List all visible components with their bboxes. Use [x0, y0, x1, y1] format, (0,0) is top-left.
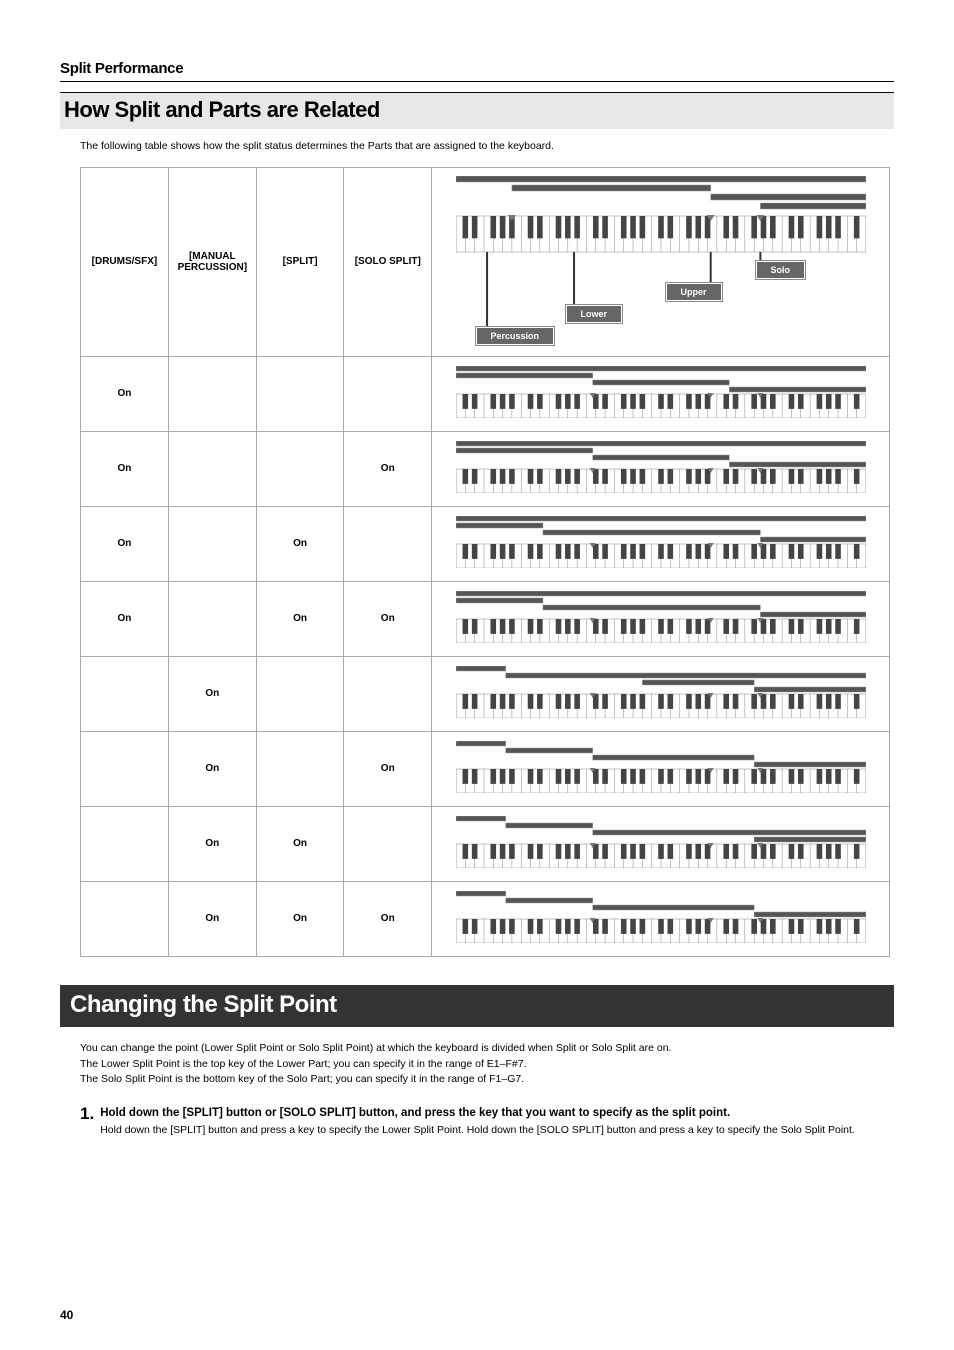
table-row: On On	[81, 506, 890, 581]
body-line-1: You can change the point (Lower Split Po…	[80, 1042, 671, 1054]
table-cell: On	[168, 881, 256, 956]
keyboard-diagram-cell	[432, 731, 890, 806]
heading-changing-split-point: Changing the Split Point	[60, 985, 894, 1027]
header-diagram-cell: Solo Upper Lower Percussion	[432, 167, 890, 356]
table-row: OnOnOn	[81, 881, 890, 956]
table-cell: On	[344, 431, 432, 506]
table-cell	[344, 656, 432, 731]
table-cell: On	[344, 881, 432, 956]
table-cell	[256, 656, 344, 731]
split-table: [DRUMS/SFX] [MANUAL PERCUSSION] [SPLIT] …	[80, 167, 890, 957]
header-split: [SPLIT]	[256, 167, 344, 356]
table-row: OnOnOn	[81, 581, 890, 656]
keyboard-diagram-cell	[432, 356, 890, 431]
table-cell	[256, 431, 344, 506]
table-row: On	[81, 656, 890, 731]
table-cell	[168, 506, 256, 581]
table-cell: On	[168, 806, 256, 881]
table-cell: On	[168, 731, 256, 806]
section-title: Split Performance	[60, 60, 894, 82]
keyboard-diagram-cell	[432, 581, 890, 656]
table-cell: On	[256, 581, 344, 656]
table-cell: On	[344, 581, 432, 656]
table-cell: On	[81, 356, 169, 431]
header-manual-percussion: [MANUAL PERCUSSION]	[168, 167, 256, 356]
table-cell: On	[256, 506, 344, 581]
table-cell	[168, 356, 256, 431]
body-line-2: The Lower Split Point is the top key of …	[80, 1058, 527, 1070]
range-badge: Percussion	[476, 327, 555, 345]
header-drums-sfx: [DRUMS/SFX]	[81, 167, 169, 356]
step-heading: Hold down the [SPLIT] button or [SOLO SP…	[100, 1107, 894, 1119]
range-badge: Upper	[666, 283, 722, 301]
table-cell	[256, 731, 344, 806]
keyboard-diagram-cell	[432, 506, 890, 581]
step-number: 1.	[80, 1104, 94, 1138]
header-solo-split: [SOLO SPLIT]	[344, 167, 432, 356]
intro-text: The following table shows how the split …	[80, 139, 894, 155]
table-cell	[168, 431, 256, 506]
table-cell: On	[168, 656, 256, 731]
range-badge: Lower	[566, 305, 623, 323]
table-cell	[81, 731, 169, 806]
table-cell: On	[344, 731, 432, 806]
table-row: On	[81, 356, 890, 431]
table-cell	[81, 806, 169, 881]
table-row: On On	[81, 731, 890, 806]
range-badge: Solo	[756, 261, 806, 279]
table-cell: On	[81, 431, 169, 506]
step-text: Hold down the [SPLIT] button and press a…	[100, 1123, 894, 1138]
split-point-body: You can change the point (Lower Split Po…	[80, 1041, 894, 1088]
table-cell	[256, 356, 344, 431]
body-line-3: The Solo Split Point is the bottom key o…	[80, 1073, 524, 1085]
table-cell	[344, 356, 432, 431]
keyboard-diagram-cell	[432, 431, 890, 506]
table-cell: On	[256, 806, 344, 881]
keyboard-diagram-cell	[432, 656, 890, 731]
table-cell	[344, 506, 432, 581]
table-row: On On	[81, 431, 890, 506]
keyboard-diagram-header: Solo Upper Lower Percussion	[446, 176, 875, 348]
table-cell	[344, 806, 432, 881]
table-cell	[168, 581, 256, 656]
step-1: 1. Hold down the [SPLIT] button or [SOLO…	[80, 1104, 894, 1138]
table-header-row: [DRUMS/SFX] [MANUAL PERCUSSION] [SPLIT] …	[81, 167, 890, 356]
table-cell: On	[256, 881, 344, 956]
table-cell	[81, 656, 169, 731]
page-number: 40	[60, 1308, 73, 1322]
step-body: Hold down the [SPLIT] button or [SOLO SP…	[100, 1104, 894, 1138]
table-row: OnOn	[81, 806, 890, 881]
table-cell: On	[81, 581, 169, 656]
heading-split-parts: How Split and Parts are Related	[60, 92, 894, 129]
table-cell	[81, 881, 169, 956]
table-cell: On	[81, 506, 169, 581]
keyboard-diagram-cell	[432, 881, 890, 956]
keyboard-diagram-cell	[432, 806, 890, 881]
